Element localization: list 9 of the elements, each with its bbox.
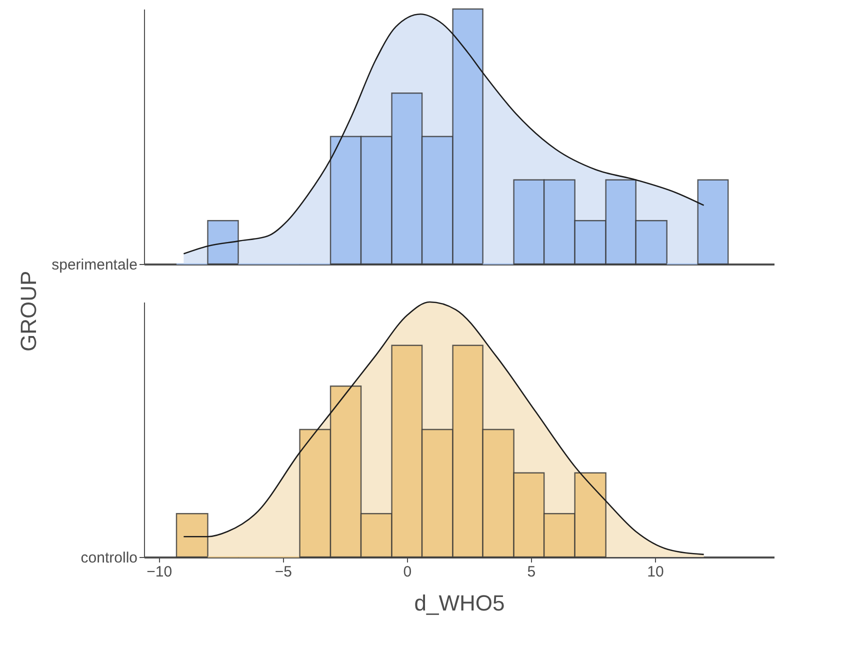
x-tick-label: −5 (274, 564, 292, 580)
legend-label: sperimentale (52, 256, 138, 274)
y-axis-title: GROUP (16, 270, 42, 352)
x-tick-label: 0 (403, 564, 412, 580)
x-tick-label: −10 (146, 564, 172, 580)
x-axis-title: d_WHO5 (414, 590, 505, 616)
legend-label: controllo (80, 550, 138, 566)
x-tick-label: 5 (527, 564, 536, 580)
x-tick-label: 10 (647, 564, 664, 580)
